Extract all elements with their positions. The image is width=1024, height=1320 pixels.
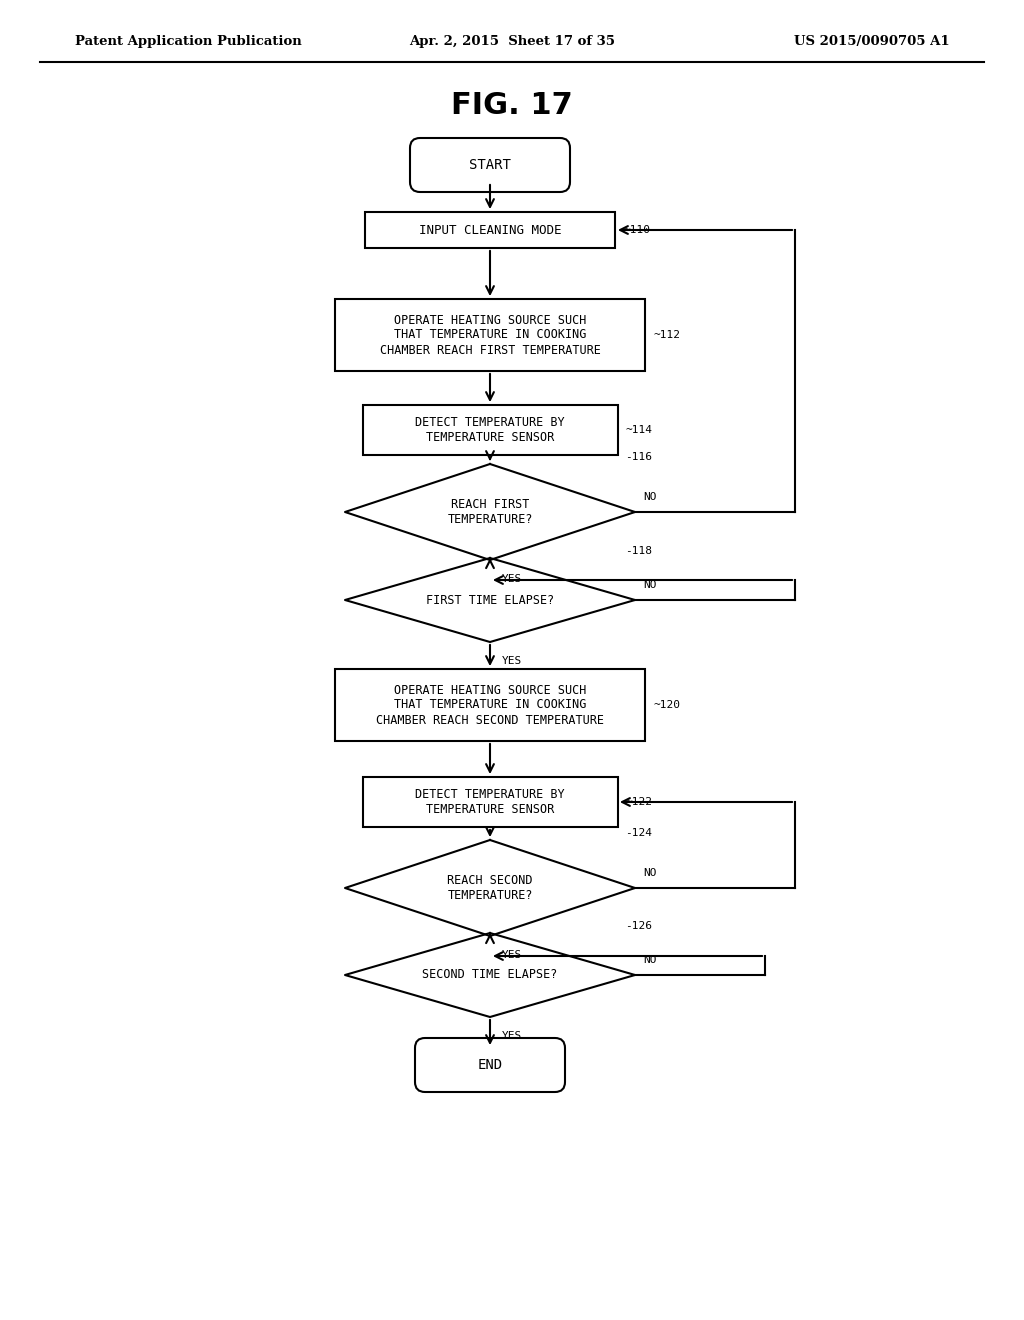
Text: ~110: ~110 (623, 224, 650, 235)
Polygon shape (345, 465, 635, 560)
FancyBboxPatch shape (415, 1038, 565, 1092)
Text: REACH SECOND
TEMPERATURE?: REACH SECOND TEMPERATURE? (447, 874, 532, 902)
Text: YES: YES (502, 950, 522, 960)
Text: FIRST TIME ELAPSE?: FIRST TIME ELAPSE? (426, 594, 554, 606)
FancyBboxPatch shape (410, 139, 570, 191)
Polygon shape (345, 558, 635, 642)
Text: END: END (477, 1059, 503, 1072)
Text: ~122: ~122 (626, 797, 652, 807)
Polygon shape (345, 933, 635, 1016)
Text: ~114: ~114 (626, 425, 652, 436)
Text: Patent Application Publication: Patent Application Publication (75, 36, 302, 49)
Text: -118: -118 (625, 546, 652, 556)
Polygon shape (345, 840, 635, 936)
Text: NO: NO (643, 954, 656, 965)
Text: OPERATE HEATING SOURCE SUCH
THAT TEMPERATURE IN COOKING
CHAMBER REACH FIRST TEMP: OPERATE HEATING SOURCE SUCH THAT TEMPERA… (380, 314, 600, 356)
Text: REACH FIRST
TEMPERATURE?: REACH FIRST TEMPERATURE? (447, 498, 532, 525)
Text: INPUT CLEANING MODE: INPUT CLEANING MODE (419, 223, 561, 236)
Text: NO: NO (643, 869, 656, 878)
Bar (362, 777, 617, 828)
Text: DETECT TEMPERATURE BY
TEMPERATURE SENSOR: DETECT TEMPERATURE BY TEMPERATURE SENSOR (415, 788, 565, 816)
Bar (335, 300, 645, 371)
Text: -126: -126 (625, 921, 652, 931)
Text: OPERATE HEATING SOURCE SUCH
THAT TEMPERATURE IN COOKING
CHAMBER REACH SECOND TEM: OPERATE HEATING SOURCE SUCH THAT TEMPERA… (376, 684, 604, 726)
Text: -124: -124 (625, 828, 652, 838)
Bar (365, 213, 615, 248)
Text: ~112: ~112 (653, 330, 680, 341)
Text: YES: YES (502, 1031, 522, 1041)
Text: YES: YES (502, 656, 522, 667)
Text: NO: NO (643, 492, 656, 502)
Text: Apr. 2, 2015  Sheet 17 of 35: Apr. 2, 2015 Sheet 17 of 35 (409, 36, 615, 49)
Text: NO: NO (643, 579, 656, 590)
Text: US 2015/0090705 A1: US 2015/0090705 A1 (795, 36, 950, 49)
Text: START: START (469, 158, 511, 172)
Bar (362, 405, 617, 455)
Text: -116: -116 (625, 451, 652, 462)
Text: FIG. 17: FIG. 17 (452, 91, 572, 120)
Text: YES: YES (502, 574, 522, 583)
Text: SECOND TIME ELAPSE?: SECOND TIME ELAPSE? (422, 969, 558, 982)
Bar (335, 669, 645, 741)
Text: ~120: ~120 (653, 700, 680, 710)
Text: DETECT TEMPERATURE BY
TEMPERATURE SENSOR: DETECT TEMPERATURE BY TEMPERATURE SENSOR (415, 416, 565, 444)
